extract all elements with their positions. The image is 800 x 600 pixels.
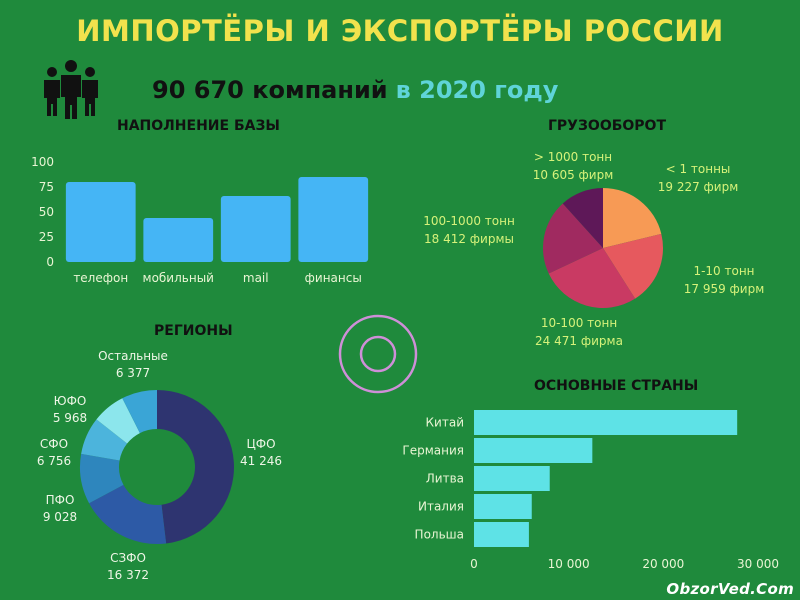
company-count: 90 670 компаний в 2020 году bbox=[152, 76, 558, 104]
countries-bar-chart: Китай Германия Литва Италия Польша 0 10 000 20 … bbox=[402, 410, 779, 571]
cargo-slice-2 bbox=[548, 248, 636, 308]
x-tick-label: mail bbox=[243, 271, 269, 285]
country-bar-3 bbox=[474, 494, 532, 519]
y-tick-label: 100 bbox=[31, 155, 54, 169]
pie-label-under-1-name: < 1 тонны bbox=[665, 162, 731, 176]
people-group-icon bbox=[44, 60, 98, 119]
company-count-year: в 2020 году bbox=[395, 76, 559, 104]
pie-label-100-1000-name: 100-1000 тонн bbox=[423, 214, 515, 228]
region-label-pfo-name: ПФО bbox=[45, 493, 75, 507]
y-tick-label: 50 bbox=[39, 205, 54, 219]
region-slice-3 bbox=[81, 419, 128, 461]
concentric-circles-icon bbox=[338, 314, 418, 394]
y-tick-label: 25 bbox=[39, 230, 54, 244]
region-label-yufo-name: ЮФО bbox=[53, 394, 87, 408]
region-label-pfo: ПФО 9 028 bbox=[30, 492, 90, 526]
cargo-slice-1 bbox=[603, 233, 663, 299]
pie-label-over-1000-name: > 1000 тонн bbox=[533, 150, 613, 164]
pie-label-1-10: 1-10 тонн 17 959 фирм bbox=[676, 262, 772, 298]
database-chart-title: НАПОЛНЕНИЕ БАЗЫ bbox=[117, 118, 280, 134]
region-label-sfo: СФО 6 756 bbox=[24, 436, 84, 470]
bar-0 bbox=[65, 182, 136, 262]
country-bar-2 bbox=[474, 466, 550, 491]
region-label-other: Остальные 6 377 bbox=[90, 348, 176, 382]
region-label-cfo: ЦФО 41 246 bbox=[236, 436, 286, 470]
country-label: Польша bbox=[415, 528, 464, 542]
bar-3 bbox=[298, 177, 369, 262]
x-tick-label: мобильный bbox=[143, 271, 214, 285]
x-tick-label: телефон bbox=[73, 271, 128, 285]
pie-label-under-1-value: 19 227 фирм bbox=[657, 180, 739, 194]
cargo-pie-chart bbox=[543, 188, 663, 308]
x-tick-label: 20 000 bbox=[642, 557, 684, 571]
pie-label-1-10-name: 1-10 тонн bbox=[693, 264, 755, 278]
regions-chart-title: РЕГИОНЫ bbox=[154, 323, 233, 339]
pie-label-10-100-name: 10-100 тонн bbox=[540, 316, 618, 330]
bar-2 bbox=[220, 196, 291, 262]
country-label: Германия bbox=[402, 444, 464, 458]
region-label-cfo-value: 41 246 bbox=[240, 454, 282, 468]
pie-label-over-1000-value: 10 605 фирм bbox=[532, 168, 614, 182]
region-slice-4 bbox=[96, 398, 140, 444]
x-tick-label: 10 000 bbox=[548, 557, 590, 571]
page-title: ИМПОРТЁРЫ И ЭКСПОРТЁРЫ РОССИИ bbox=[76, 14, 724, 48]
regions-donut-chart bbox=[80, 390, 234, 544]
region-slice-5 bbox=[122, 390, 157, 434]
region-label-szfo-name: СЗФО bbox=[110, 551, 146, 565]
countries-chart-title: ОСНОВНЫЕ СТРАНЫ bbox=[534, 378, 699, 394]
country-label: Литва bbox=[426, 472, 464, 486]
region-slice-2 bbox=[80, 453, 124, 504]
bar-1 bbox=[143, 218, 214, 262]
region-label-szfo: СЗФО 16 372 bbox=[98, 550, 158, 584]
region-slice-0 bbox=[157, 390, 234, 544]
country-label: Италия bbox=[418, 500, 464, 514]
x-tick-label: 0 bbox=[470, 557, 478, 571]
region-label-other-value: 6 377 bbox=[115, 366, 151, 380]
y-tick-label: 0 bbox=[46, 255, 54, 269]
company-count-value: 90 670 компаний bbox=[152, 76, 388, 104]
cargo-chart-title: ГРУЗООБОРОТ bbox=[548, 118, 667, 134]
region-label-yufo-value: 5 968 bbox=[52, 411, 88, 425]
country-bar-1 bbox=[474, 438, 593, 463]
pie-label-10-100-value: 24 471 фирма bbox=[535, 334, 623, 348]
cargo-slice-4 bbox=[562, 188, 603, 248]
x-tick-label: финансы bbox=[305, 271, 362, 285]
region-label-cfo-name: ЦФО bbox=[246, 437, 276, 451]
cargo-slice-3 bbox=[543, 203, 603, 274]
pie-label-100-1000: 100-1000 тонн 18 412 фирмы bbox=[414, 212, 524, 248]
database-bar-chart: 0 25 50 75 100 телефон мобильный mail финансы bbox=[31, 155, 369, 285]
pie-label-over-1000: > 1000 тонн 10 605 фирм bbox=[523, 148, 623, 184]
country-bar-4 bbox=[474, 522, 529, 547]
country-bar-0 bbox=[474, 410, 738, 435]
y-tick-label: 75 bbox=[39, 180, 54, 194]
x-tick-label: 30 000 bbox=[737, 557, 779, 571]
region-label-other-name: Остальные bbox=[98, 349, 168, 363]
pie-label-100-1000-value: 18 412 фирмы bbox=[423, 232, 514, 246]
region-label-sfo-value: 6 756 bbox=[36, 454, 72, 468]
cargo-slice-0 bbox=[603, 188, 662, 248]
region-label-yufo: ЮФО 5 968 bbox=[40, 393, 100, 427]
country-label: Китай bbox=[426, 416, 464, 430]
region-slice-1 bbox=[89, 484, 167, 544]
watermark: ObzorVed.Com bbox=[666, 580, 794, 598]
region-label-szfo-value: 16 372 bbox=[107, 568, 149, 582]
pie-label-10-100: 10-100 тонн 24 471 фирма bbox=[524, 314, 634, 350]
region-label-sfo-name: СФО bbox=[39, 437, 69, 451]
region-label-pfo-value: 9 028 bbox=[42, 510, 78, 524]
pie-label-1-10-value: 17 959 фирм bbox=[683, 282, 765, 296]
pie-label-under-1: < 1 тонны 19 227 фирм bbox=[648, 160, 748, 196]
